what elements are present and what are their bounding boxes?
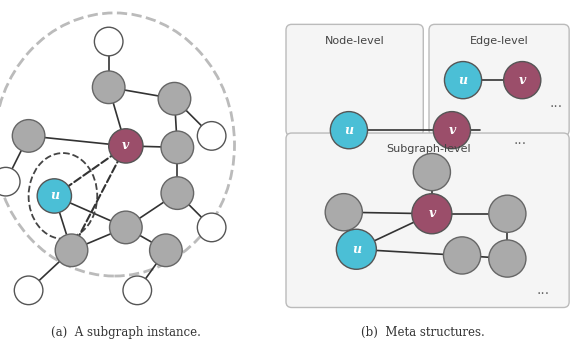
Circle shape — [109, 129, 143, 163]
Circle shape — [13, 120, 45, 152]
Circle shape — [94, 27, 123, 56]
Text: u: u — [50, 189, 59, 202]
Circle shape — [443, 237, 480, 274]
Circle shape — [93, 71, 125, 104]
Circle shape — [413, 153, 451, 191]
Text: Node-level: Node-level — [325, 36, 384, 46]
FancyBboxPatch shape — [286, 133, 569, 308]
Circle shape — [412, 194, 452, 234]
Text: ...: ... — [550, 96, 563, 110]
Text: v: v — [448, 124, 455, 137]
Circle shape — [325, 194, 363, 231]
Circle shape — [197, 213, 226, 242]
Circle shape — [331, 112, 367, 149]
Circle shape — [123, 276, 152, 304]
Circle shape — [55, 234, 88, 267]
Text: v: v — [428, 207, 435, 220]
Circle shape — [150, 234, 182, 267]
FancyBboxPatch shape — [286, 25, 423, 136]
Circle shape — [161, 177, 193, 209]
Circle shape — [434, 112, 470, 149]
Text: u: u — [352, 243, 361, 256]
Circle shape — [158, 82, 191, 115]
Circle shape — [336, 229, 376, 269]
Text: Edge-level: Edge-level — [470, 36, 529, 46]
Text: u: u — [459, 74, 467, 87]
Text: (b)  Meta structures.: (b) Meta structures. — [362, 326, 485, 339]
FancyBboxPatch shape — [429, 25, 569, 136]
Circle shape — [14, 276, 43, 304]
Text: Subgraph-level: Subgraph-level — [387, 145, 471, 154]
Circle shape — [489, 240, 526, 277]
Circle shape — [110, 211, 142, 244]
Text: v: v — [519, 74, 526, 87]
Circle shape — [444, 62, 482, 99]
Circle shape — [37, 179, 72, 213]
Text: ...: ... — [514, 133, 527, 147]
Text: ...: ... — [537, 284, 550, 298]
Circle shape — [197, 121, 226, 150]
Circle shape — [0, 167, 20, 196]
Circle shape — [489, 195, 526, 232]
Circle shape — [503, 62, 541, 99]
Circle shape — [161, 131, 193, 164]
Text: v: v — [122, 139, 129, 152]
Text: (a)  A subgraph instance.: (a) A subgraph instance. — [51, 326, 201, 339]
Text: u: u — [344, 124, 353, 137]
